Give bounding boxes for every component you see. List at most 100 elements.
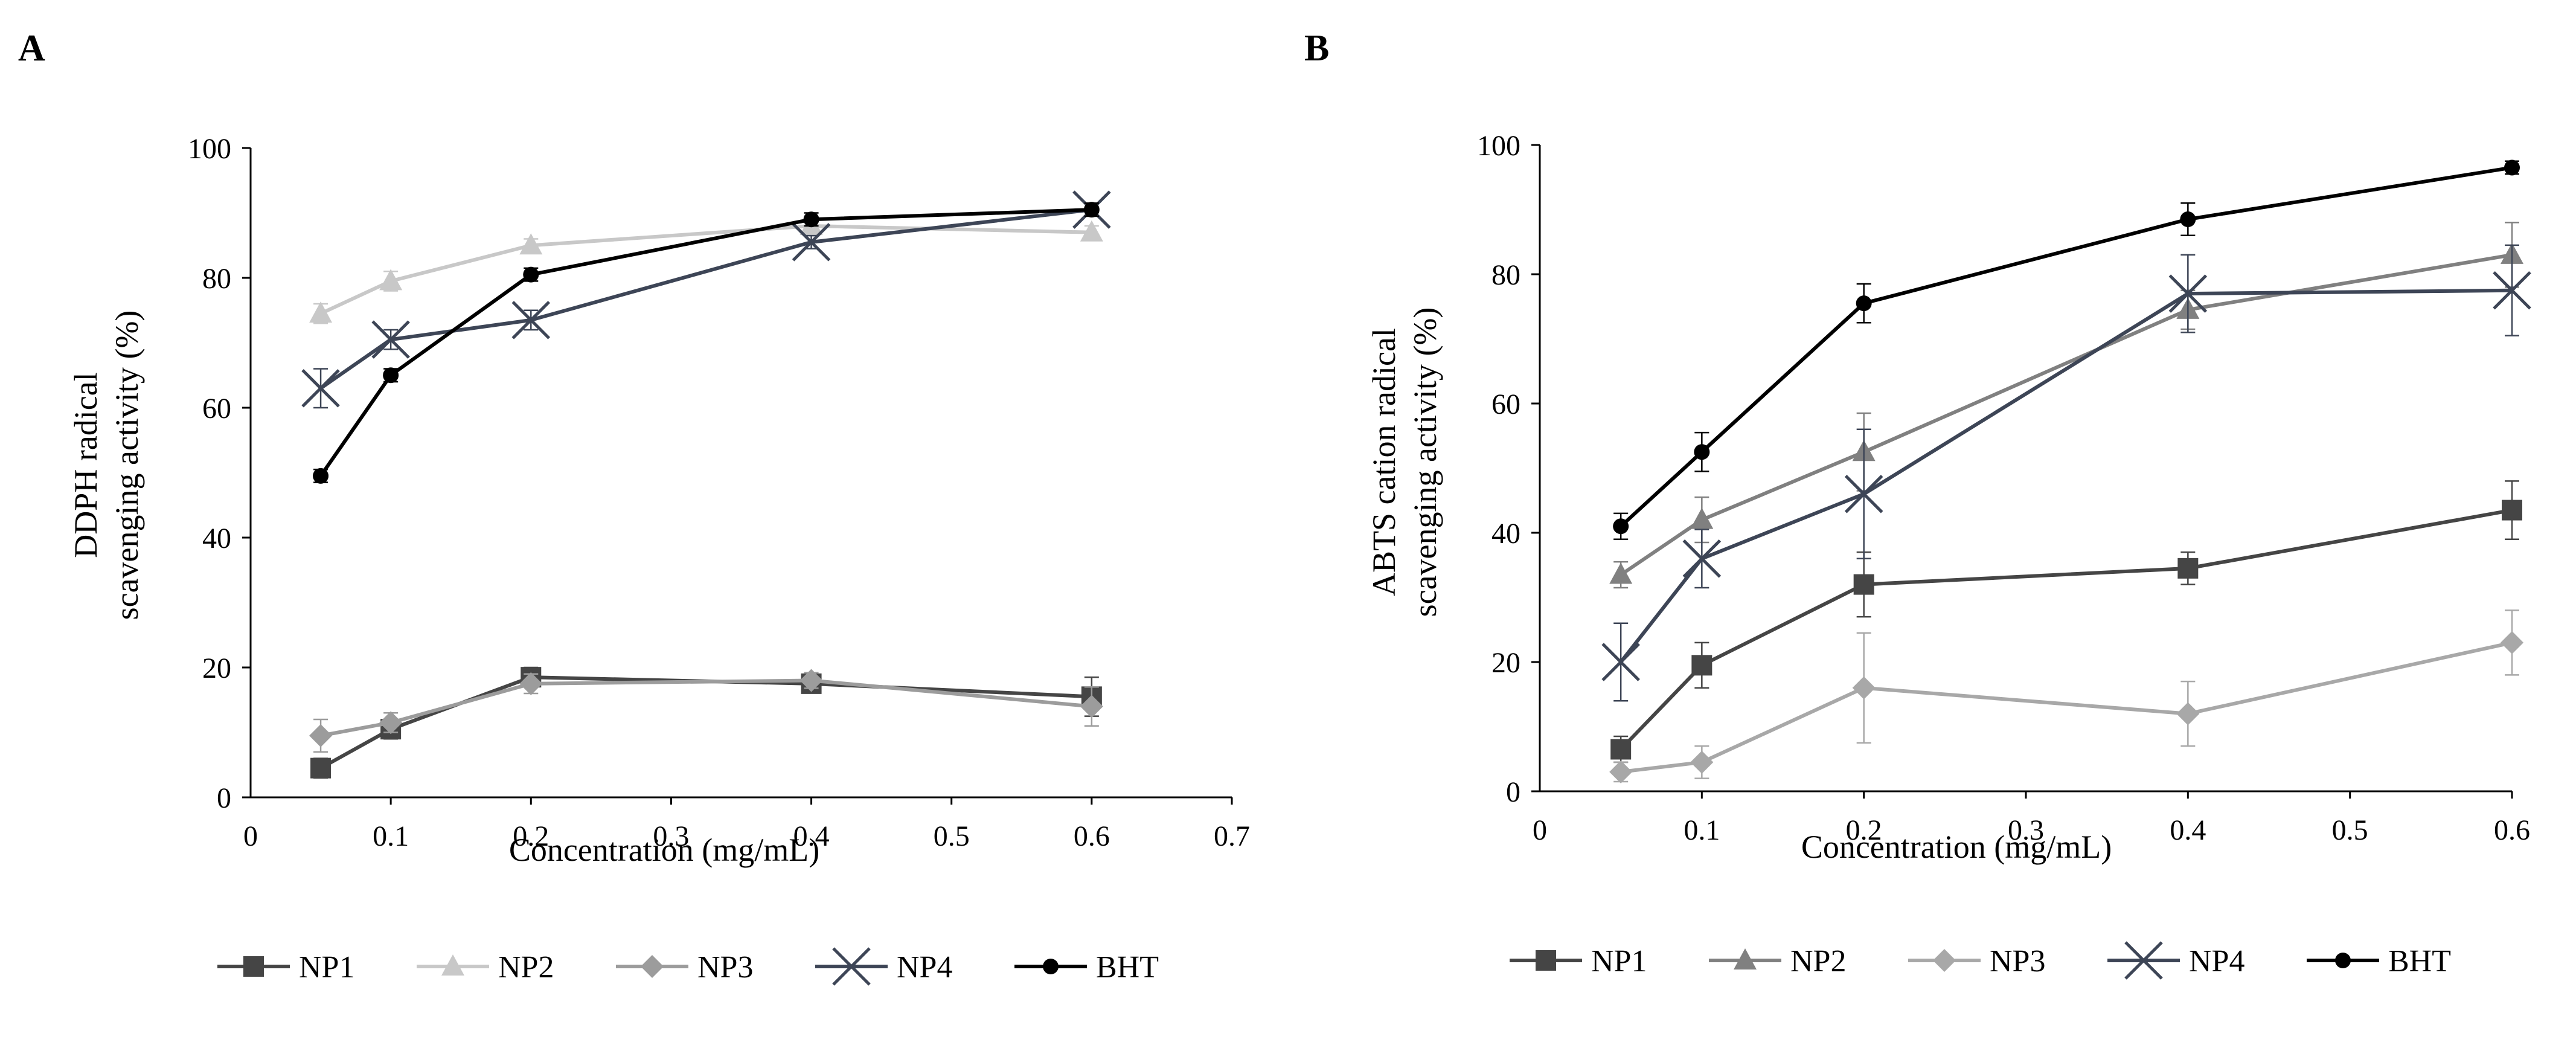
legend-item-np3: NP3 [1908, 944, 2045, 979]
data-point-np4 [2493, 271, 2531, 310]
data-point-bht [1083, 202, 1100, 218]
x-tick-label: 0.4 [793, 820, 830, 852]
x-tick-label: 0.6 [2494, 814, 2530, 846]
legend-item-np2: NP2 [417, 950, 554, 985]
data-point-np1 [2502, 500, 2522, 521]
legend-label-np2: NP2 [498, 950, 554, 985]
axes-a: 0 20 40 60 80 100 0 0.1 0.2 0.3 0.4 0.5 0.6 0.7 [188, 133, 1250, 852]
data-point-np3 [379, 711, 403, 735]
data-point-np4 [301, 368, 340, 408]
series-line-np4 [1619, 288, 2513, 663]
legend-label-np3: NP3 [697, 950, 753, 985]
legend-label-bht: BHT [2388, 944, 2451, 979]
data-point-np1 [310, 757, 332, 779]
y-tick-label: 80 [1491, 259, 1520, 291]
legend-a: NP1 NP2 NP3 NP4 BHT [217, 947, 1159, 986]
x-tick-label: 0.6 [1074, 820, 1110, 852]
x-tick-label: 0 [243, 820, 258, 852]
legend-item-bht: BHT [1014, 950, 1159, 985]
x-tick-label: 0 [1533, 814, 1547, 846]
data-point-np2 [519, 233, 543, 255]
legend-marker-np1 [243, 956, 264, 977]
x-axis-label-a: Concentration (mg/mL) [509, 832, 819, 868]
data-point-np3 [309, 724, 333, 747]
data-point-np3 [519, 672, 543, 695]
data-point-bht [2504, 159, 2520, 176]
x-tick-label: 0.2 [513, 820, 549, 852]
series-np1-b [1610, 480, 2522, 764]
series-line-np1 [1620, 508, 2513, 751]
series-bht-a [313, 202, 1100, 484]
series-np4-a [301, 190, 1111, 409]
data-point-np1 [1691, 655, 1713, 676]
x-tick-label: 0.3 [2008, 814, 2044, 846]
y-tick-label: 20 [1491, 647, 1520, 679]
legend-label-np2: NP2 [1790, 944, 1846, 979]
series-layer-a [301, 190, 1111, 779]
x-axis-label-b: Concentration (mg/mL) [1801, 829, 2112, 865]
panel-label-a: A [18, 28, 45, 69]
y-tick-label: 40 [202, 522, 231, 555]
data-point-np3 [1609, 760, 1633, 783]
y-axis-label-a-line1: DDPH radical [68, 372, 104, 558]
data-point-np1 [2177, 558, 2199, 579]
axes-b: 0 20 40 60 80 100 0 0.1 0.2 0.3 0.4 0.5 0.6 [1477, 130, 2530, 846]
legend-marker-np1 [1536, 950, 1556, 971]
series-np3-b [1609, 609, 2523, 783]
data-point-bht [803, 211, 819, 228]
series-line-np1 [319, 675, 1092, 770]
series-np4-b [1601, 244, 2531, 702]
series-line-np4 [319, 208, 1092, 390]
series-np2-a [309, 214, 1103, 324]
series-bht-b [1613, 159, 2520, 540]
x-tick-label: 0.1 [373, 820, 409, 852]
y-tick-label: 0 [1506, 776, 1520, 808]
data-point-bht [1856, 295, 1872, 312]
data-point-np3 [2501, 631, 2523, 654]
x-tick-label: 0.5 [2332, 814, 2368, 846]
data-point-bht [383, 367, 399, 384]
legend-label-np4: NP4 [2189, 944, 2244, 979]
data-point-bht [1613, 518, 1629, 535]
legend-item-np4: NP4 [2107, 941, 2244, 980]
data-point-np3 [1852, 676, 1876, 699]
series-line-bht [319, 208, 1092, 477]
data-point-np4 [511, 301, 551, 339]
y-tick-label: 100 [1477, 130, 1520, 162]
data-point-np2 [309, 301, 333, 323]
data-point-bht [2180, 211, 2196, 228]
x-tick-label: 0.3 [653, 820, 689, 852]
legend-marker-np4 [832, 947, 871, 986]
legend-marker-bht [1043, 959, 1059, 974]
panel-label-b: B [1304, 28, 1329, 69]
y-tick-label: 0 [217, 782, 231, 814]
data-point-np3 [1690, 750, 1714, 774]
data-point-np4 [1682, 539, 1722, 578]
legend-label-np1: NP1 [1591, 944, 1647, 979]
data-point-np4 [1844, 475, 1883, 513]
data-point-np3 [1080, 695, 1103, 718]
data-point-np2 [1609, 562, 1633, 584]
y-axis-label-b-line1: ABTS cation radical [1366, 328, 1402, 596]
legend-item-np4: NP4 [815, 947, 952, 986]
y-tick-label: 60 [1491, 388, 1520, 420]
x-tick-label: 0.1 [1684, 814, 1720, 846]
legend-marker-np4 [2124, 941, 2163, 980]
data-point-bht [1694, 444, 1710, 460]
data-point-np4 [792, 223, 831, 262]
data-point-bht [523, 266, 539, 283]
x-tick-label: 0.5 [934, 820, 970, 852]
legend-label-bht: BHT [1096, 950, 1159, 985]
y-tick-label: 60 [202, 393, 231, 425]
series-line-np2 [1620, 252, 2513, 577]
legend-item-np3: NP3 [616, 950, 753, 985]
series-line-np3 [1620, 640, 2513, 774]
y-tick-label: 100 [188, 133, 231, 165]
legend-b: NP1 NP2 NP3 NP4 BHT [1510, 941, 2451, 980]
legend-marker-bht [2335, 953, 2351, 968]
legend-label-np4: NP4 [897, 950, 952, 985]
y-axis-label-b-line2: scavenging activity (%) [1407, 307, 1443, 617]
legend-marker-np2 [441, 954, 464, 976]
legend-item-np1: NP1 [217, 950, 354, 985]
